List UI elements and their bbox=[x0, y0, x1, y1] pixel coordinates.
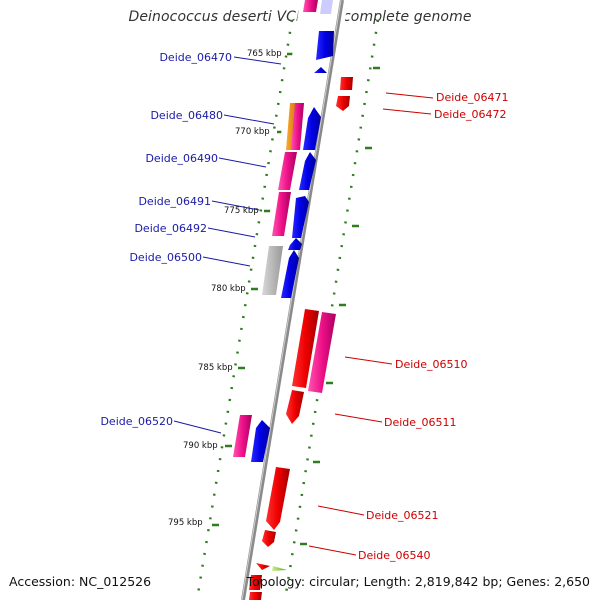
gene-arrow-deide-06491[interactable] bbox=[272, 192, 291, 236]
gene-arrow[interactable] bbox=[256, 563, 270, 570]
scale-tick-label: 795 kbp bbox=[168, 518, 203, 528]
scale-tick-label: 785 kbp bbox=[198, 363, 233, 373]
gene-arrow[interactable] bbox=[291, 103, 304, 150]
gene-label-forward[interactable]: Deide_06520 bbox=[100, 415, 173, 428]
gene-arrow-deide-06540[interactable] bbox=[262, 530, 276, 547]
reverse-leader-lines bbox=[308, 92, 434, 556]
gene-arrow[interactable] bbox=[314, 67, 327, 73]
gene-arrow[interactable] bbox=[308, 312, 336, 393]
gene-arrow-deide-06492[interactable] bbox=[288, 238, 302, 250]
gene-label-reverse[interactable]: Deide_06521 bbox=[366, 509, 439, 522]
left-scale-track bbox=[195, 19, 294, 600]
scale-tick-label: 765 kbp bbox=[247, 49, 282, 59]
gene-label-forward[interactable]: Deide_06490 bbox=[145, 152, 218, 165]
accession-text: Accession: NC_012526 bbox=[9, 574, 152, 589]
gene-arrow-deide-06500[interactable] bbox=[262, 246, 283, 295]
gene-label-reverse[interactable]: Deide_06511 bbox=[384, 416, 457, 429]
gene-arrow-deide-06510[interactable] bbox=[292, 309, 319, 388]
gene-arrow-deide-06521[interactable] bbox=[266, 467, 290, 530]
forward-leader-lines bbox=[173, 56, 282, 434]
gene-label-reverse[interactable]: Deide_06540 bbox=[358, 549, 431, 562]
gene-arrow[interactable] bbox=[281, 250, 299, 298]
scale-tick-label: 790 kbp bbox=[183, 441, 218, 451]
gene-arrow-deide-06511[interactable] bbox=[286, 390, 304, 424]
gene-arrow-deide-06470[interactable] bbox=[316, 31, 334, 60]
genome-backbone-highlight bbox=[241, 0, 342, 600]
major-tick-marks bbox=[212, 52, 380, 546]
gene-arrow[interactable] bbox=[272, 566, 287, 571]
topology-text: Topology: circular; Length: 2,819,842 bp… bbox=[246, 574, 590, 589]
gene-label-forward[interactable]: Deide_06491 bbox=[138, 195, 211, 208]
scale-tick-label: 775 kbp bbox=[224, 206, 259, 216]
scale-tick-label: 780 kbp bbox=[211, 284, 246, 294]
gene-label-reverse[interactable]: Deide_06471 bbox=[436, 91, 509, 104]
gene-arrow[interactable] bbox=[249, 575, 262, 590]
gene-label-forward[interactable]: Deide_06480 bbox=[150, 109, 223, 122]
gene-arrow[interactable] bbox=[251, 420, 270, 462]
gene-arrow[interactable] bbox=[292, 196, 309, 238]
gene-arrow-deide-06471[interactable] bbox=[340, 77, 353, 90]
gene-arrow-deide-06490[interactable] bbox=[278, 152, 297, 190]
genome-backbone bbox=[241, 0, 344, 600]
gene-label-reverse[interactable]: Deide_06510 bbox=[395, 358, 468, 371]
gene-arrow[interactable] bbox=[303, 107, 321, 150]
gene-arrow-deide-06520[interactable] bbox=[233, 415, 252, 457]
gene-label-forward[interactable]: Deide_06470 bbox=[159, 51, 232, 64]
gene-arrow-deide-06472[interactable] bbox=[336, 96, 350, 111]
gene-label-forward[interactable]: Deide_06500 bbox=[129, 251, 202, 264]
gene-arrow[interactable] bbox=[303, 0, 318, 12]
gene-arrow[interactable] bbox=[299, 152, 316, 190]
right-scale-track bbox=[283, 19, 380, 600]
gene-arrow[interactable] bbox=[249, 592, 262, 600]
gene-label-forward[interactable]: Deide_06492 bbox=[134, 222, 207, 235]
scale-tick-label: 770 kbp bbox=[235, 127, 270, 137]
gene-label-reverse[interactable]: Deide_06472 bbox=[434, 108, 507, 121]
gene-arrow[interactable] bbox=[320, 0, 333, 14]
